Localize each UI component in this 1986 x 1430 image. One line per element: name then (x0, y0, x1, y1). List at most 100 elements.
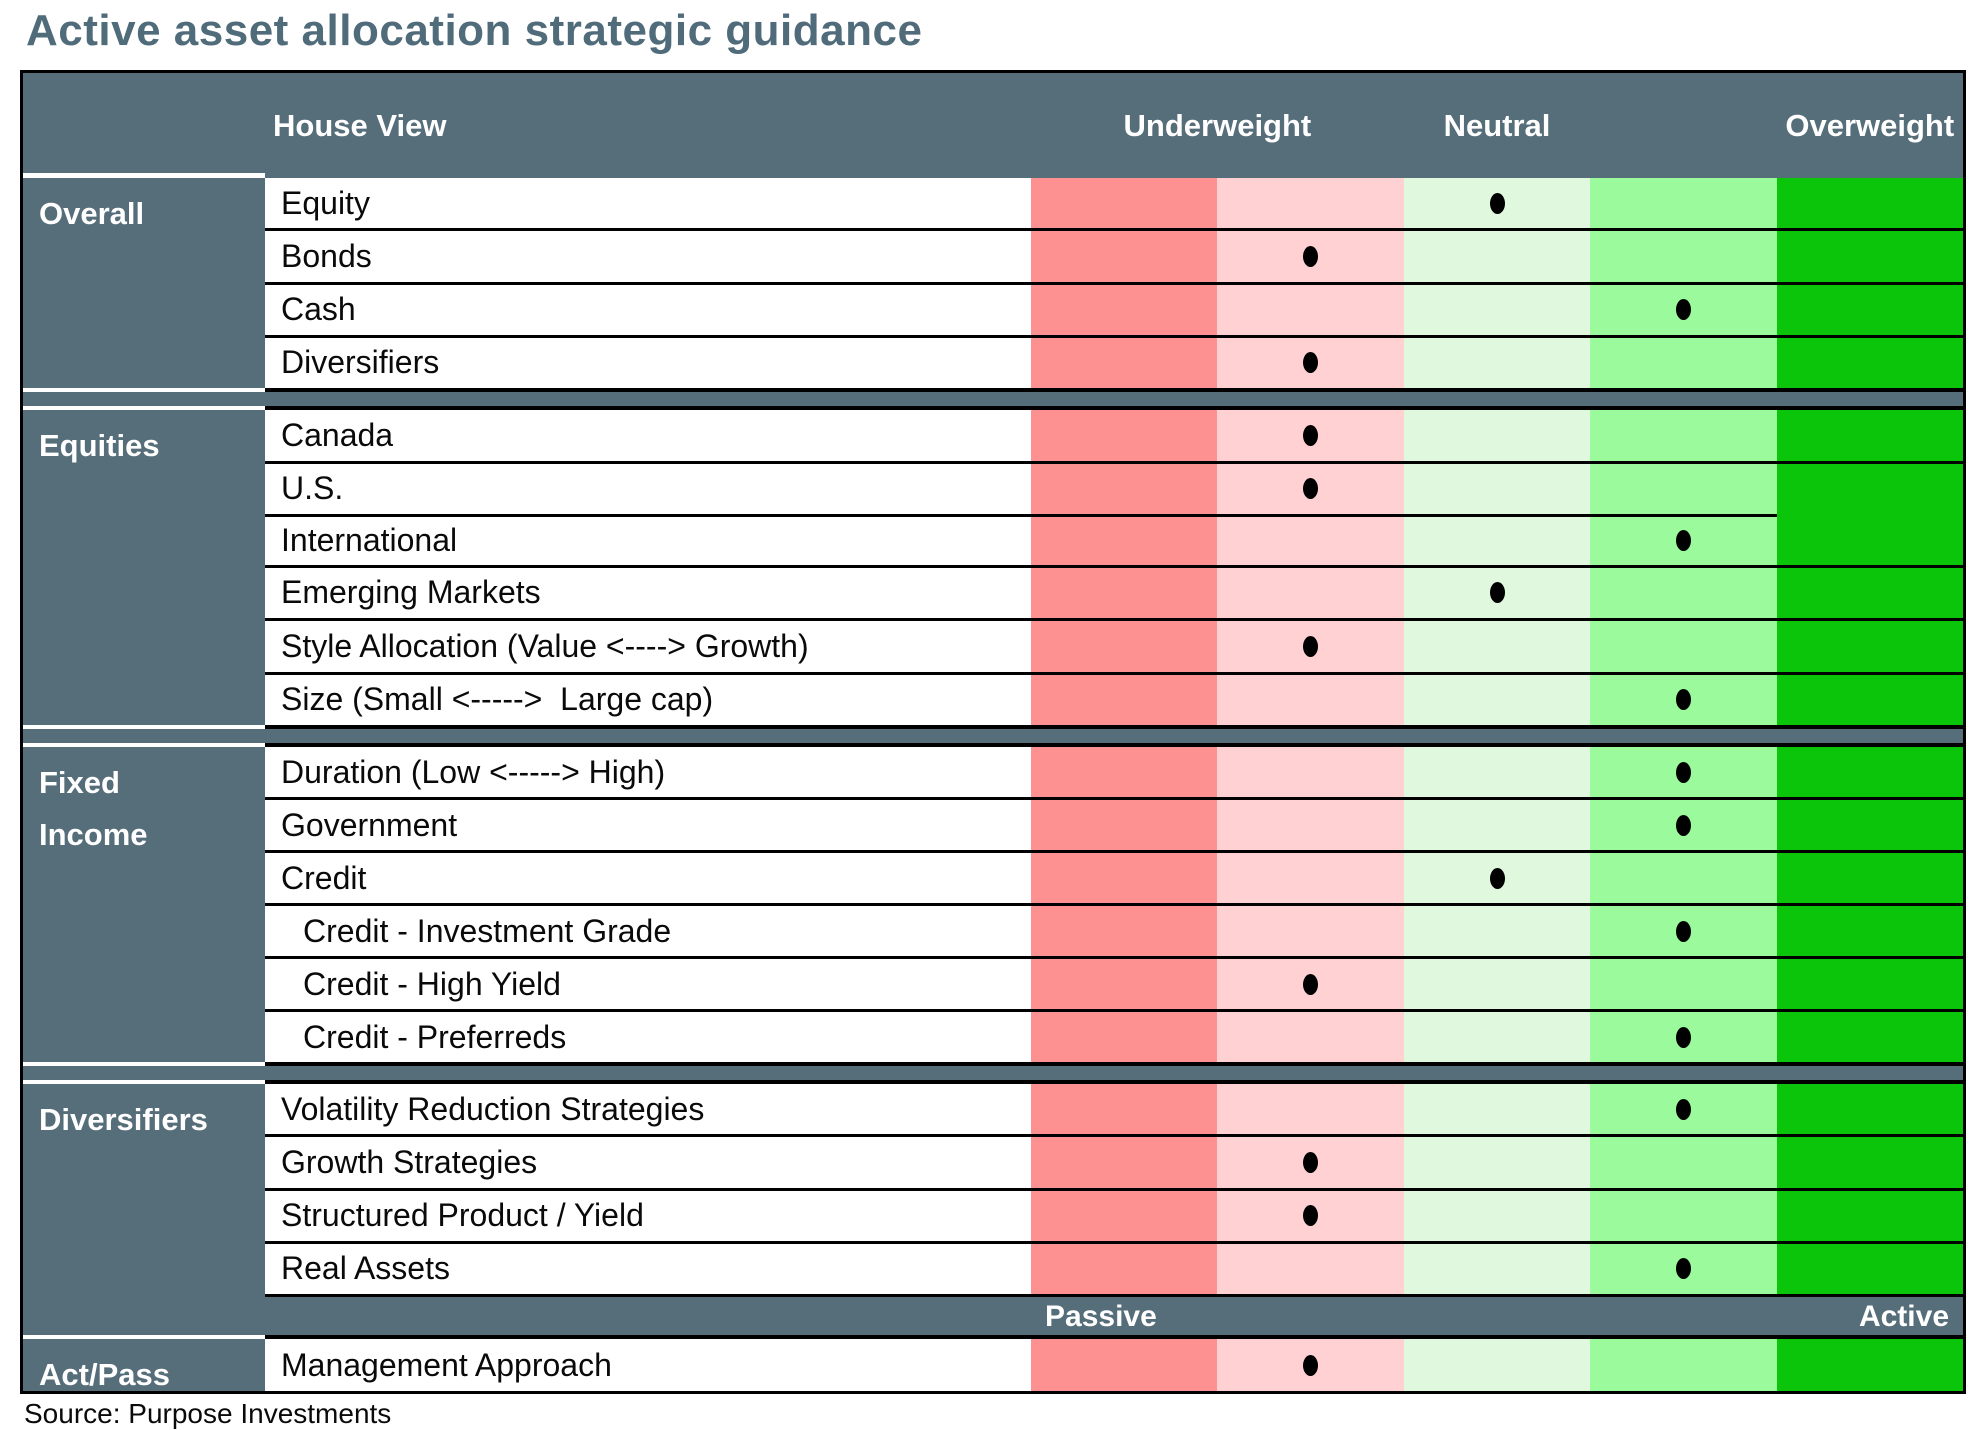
table-row: Cash (265, 281, 1964, 335)
table-row: Credit - High Yield (265, 956, 1964, 1009)
scale-cell-5 (1776, 410, 1964, 461)
allocation-dot (1675, 299, 1691, 321)
scale-cell-2 (1217, 463, 1404, 514)
allocation-dot (1489, 192, 1505, 214)
scale-cell-5 (1776, 674, 1964, 725)
scale-cell-1 (1031, 1012, 1218, 1062)
row-label: U.S. (265, 463, 1031, 514)
scale-cell-2 (1217, 337, 1404, 388)
section-label-text: Overall (39, 196, 145, 231)
header-scale-labels: Underweight Neutral Overweight (1031, 73, 1963, 178)
allocation-dot (1675, 761, 1691, 783)
page-title: Active asset allocation strategic guidan… (26, 6, 923, 55)
row-label: Diversifiers (265, 337, 1031, 388)
scale-cell-2 (1217, 674, 1404, 725)
scale-cell-5 (1776, 514, 1964, 565)
scale-cell-1 (1031, 906, 1218, 956)
allocation-dot (1303, 973, 1319, 995)
scale-cell-5 (1776, 567, 1964, 618)
scale-cell-2 (1217, 747, 1404, 797)
scale-cell-3 (1403, 621, 1591, 672)
scale-cell-2 (1217, 231, 1404, 282)
table-row: Management Approach (265, 1339, 1964, 1391)
table-row: Growth Strategies (265, 1134, 1964, 1188)
row-label: Structured Product / Yield (265, 1190, 1031, 1241)
section-rows: Volatility Reduction Strategies Growth St… (265, 1084, 1964, 1294)
scale-cell-5 (1776, 1084, 1964, 1135)
scale-cell-5 (1776, 853, 1964, 903)
section-label-line: Fixed (39, 765, 120, 800)
table-row: Credit - Investment Grade (265, 903, 1964, 956)
source-note: Source: Purpose Investments (24, 1398, 392, 1429)
row-label: International (265, 514, 1031, 565)
scale-cell-5 (1776, 800, 1964, 850)
scale-cell-5 (1776, 337, 1964, 388)
scale-cell-1 (1031, 463, 1218, 514)
table-row: Structured Product / Yield (265, 1187, 1964, 1241)
scale-cell-3 (1403, 1243, 1591, 1294)
scale-cell-1 (1031, 284, 1218, 335)
allocation-dot (1303, 352, 1319, 374)
allocation-dot (1489, 867, 1505, 889)
table-row: U.S. (265, 460, 1964, 514)
scale-cell-1 (1031, 178, 1218, 229)
section-rows: Duration (Low <-----> High) Government Cre… (265, 747, 1964, 1062)
scale-cell-1 (1031, 514, 1218, 565)
row-label: Credit (265, 853, 1031, 903)
section-label: Fixed Income (23, 747, 265, 1062)
table-row: Style Allocation (Value <----> Growth) (265, 618, 1964, 672)
scale-cell-1 (1031, 853, 1218, 903)
scale-cell-5 (1776, 1339, 1964, 1391)
row-label: Growth Strategies (265, 1137, 1031, 1188)
table-row: Credit - Preferreds (265, 1009, 1964, 1062)
table-row: Canada (265, 410, 1964, 461)
scale-cell-2 (1217, 959, 1404, 1009)
scale-cell-3 (1403, 178, 1591, 229)
scale-cell-1 (1031, 1339, 1218, 1391)
scale-cell-2 (1217, 1084, 1404, 1135)
scale-cell-3 (1403, 1339, 1591, 1391)
header-underweight: Underweight (1123, 107, 1312, 143)
section-equities: Equities Canada U.S. International Emerging … (23, 410, 1964, 725)
scale-cell-3 (1403, 1137, 1591, 1188)
scale-cell-4 (1590, 410, 1777, 461)
scale-cell-2 (1217, 1243, 1404, 1294)
scale-cell-4 (1590, 1084, 1777, 1135)
table-row: Credit (265, 850, 1964, 903)
scale-cell-4 (1590, 514, 1777, 565)
scale-cell-2 (1217, 906, 1404, 956)
row-label: Equity (265, 178, 1031, 229)
scale-cell-2 (1217, 567, 1404, 618)
row-label: Size (Small <-----> Large cap) (265, 674, 1031, 725)
header-neutral: Neutral (1443, 107, 1551, 143)
scale-cell-1 (1031, 1243, 1218, 1294)
section-label: Equities (23, 410, 265, 725)
scale-cell-2 (1217, 800, 1404, 850)
header-house-view: House View (273, 107, 447, 143)
scale-cell-2 (1217, 284, 1404, 335)
row-label: Bonds (265, 231, 1031, 282)
scale-cell-3 (1403, 800, 1591, 850)
allocation-dot (1303, 1354, 1319, 1376)
allocation-dot (1675, 1098, 1691, 1120)
scale-cell-1 (1031, 621, 1218, 672)
scale-cell-1 (1031, 674, 1218, 725)
row-label: Duration (Low <-----> High) (265, 747, 1031, 797)
row-label: Style Allocation (Value <----> Growth) (265, 621, 1031, 672)
scale-cell-4 (1590, 959, 1777, 1009)
scale-cell-4 (1590, 337, 1777, 388)
table-row: Diversifiers (265, 334, 1964, 388)
scale-cell-1 (1031, 1190, 1218, 1241)
allocation-dot (1675, 1258, 1691, 1280)
scale-cell-2 (1217, 410, 1404, 461)
scale-cell-4 (1590, 1243, 1777, 1294)
scale-cell-1 (1031, 959, 1218, 1009)
row-label: Real Assets (265, 1243, 1031, 1294)
scale-cell-5 (1776, 463, 1964, 514)
row-label: Emerging Markets (265, 567, 1031, 618)
row-label: Government (265, 800, 1031, 850)
scale-cell-4 (1590, 463, 1777, 514)
scale-cell-5 (1776, 1243, 1964, 1294)
scale-cell-4 (1590, 567, 1777, 618)
